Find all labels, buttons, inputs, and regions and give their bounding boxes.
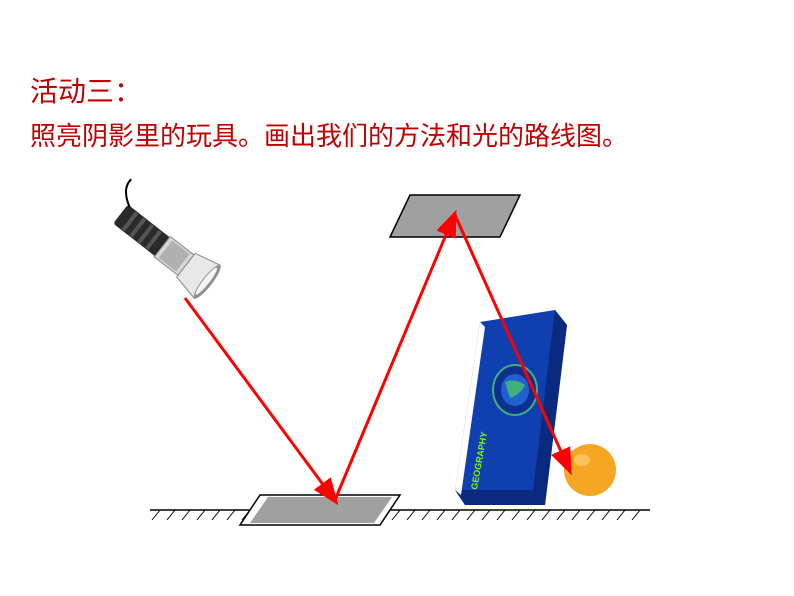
diagram-svg: GEOGRAPHY — [90, 170, 710, 550]
ground-line — [150, 510, 650, 520]
flashlight-icon — [97, 179, 232, 301]
light-reflection-diagram: GEOGRAPHY — [90, 170, 710, 550]
instruction-text: 照亮阴影里的玩具。画出我们的方法和光的路线图。 — [30, 116, 628, 153]
bottom-mirror — [240, 495, 400, 525]
ball-icon — [564, 444, 616, 496]
activity-label: 活动三： — [30, 70, 628, 110]
title-block: 活动三： 照亮阴影里的玩具。画出我们的方法和光的路线图。 — [30, 70, 628, 153]
